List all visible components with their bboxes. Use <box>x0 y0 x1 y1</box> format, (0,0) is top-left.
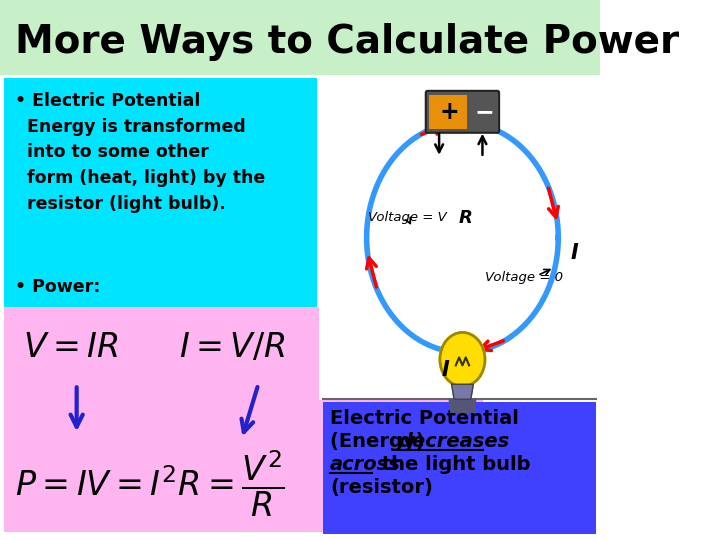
Circle shape <box>440 333 485 386</box>
Text: (Energy): (Energy) <box>330 432 431 451</box>
Text: • Electric Potential
  Energy is transformed
  into to some other
  form (heat, : • Electric Potential Energy is transform… <box>15 92 265 213</box>
Text: More Ways to Calculate Power: More Ways to Calculate Power <box>15 23 679 61</box>
Text: R: R <box>458 208 472 227</box>
FancyBboxPatch shape <box>319 76 595 400</box>
Text: Voltage = 0: Voltage = 0 <box>485 271 563 284</box>
Text: Voltage = V: Voltage = V <box>369 211 447 224</box>
Text: the light bulb: the light bulb <box>375 455 531 474</box>
Text: across: across <box>330 455 401 474</box>
Text: decreases: decreases <box>398 432 510 451</box>
Text: I: I <box>442 360 450 380</box>
Polygon shape <box>449 399 476 413</box>
FancyBboxPatch shape <box>429 95 467 129</box>
Text: I: I <box>571 242 579 262</box>
FancyBboxPatch shape <box>0 0 600 75</box>
Text: +: + <box>439 100 459 124</box>
Text: $P = IV = I^2R = \dfrac{V^2}{R}$: $P = IV = I^2R = \dfrac{V^2}{R}$ <box>15 449 285 519</box>
Text: (resistor): (resistor) <box>330 478 433 497</box>
Text: I: I <box>442 98 450 118</box>
Polygon shape <box>451 384 473 399</box>
Text: $V = IR$: $V = IR$ <box>23 332 119 364</box>
FancyBboxPatch shape <box>4 78 317 309</box>
Text: −: − <box>474 100 494 124</box>
Text: $I = V/R$: $I = V/R$ <box>179 332 285 364</box>
FancyBboxPatch shape <box>4 307 483 532</box>
FancyBboxPatch shape <box>323 402 595 534</box>
Text: • Power:: • Power: <box>15 278 100 295</box>
FancyBboxPatch shape <box>426 91 499 133</box>
Text: Electric Potential: Electric Potential <box>330 409 519 428</box>
